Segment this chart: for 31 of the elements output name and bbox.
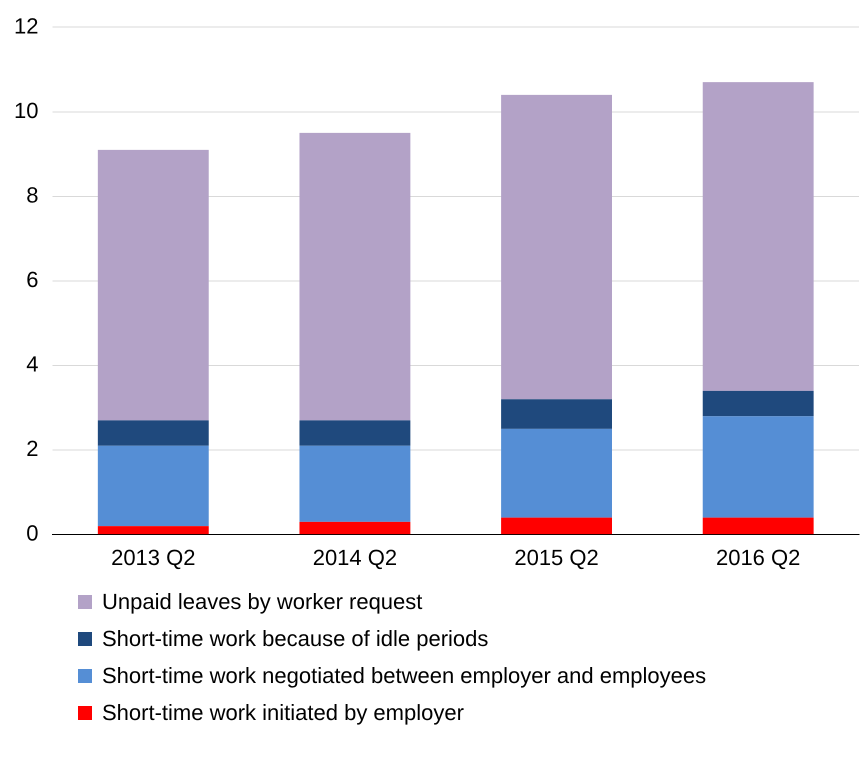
y-tick-label: 6 — [26, 266, 38, 292]
legend-label: Short-time work negotiated between employer and employees — [102, 662, 706, 688]
bar — [702, 518, 814, 534]
legend-label: Short-time work initiated by employer — [102, 700, 464, 726]
y-tick-label: 0 — [26, 520, 38, 546]
y-tick-label: 4 — [26, 352, 38, 377]
bar — [299, 420, 410, 446]
y-tick-label: 8 — [26, 182, 38, 208]
y-tick-label: 10 — [14, 98, 38, 123]
bar — [98, 420, 209, 446]
legend-label: Short-time work because of idle periods — [102, 626, 488, 652]
bar — [702, 390, 814, 416]
y-tick-label: 2 — [26, 436, 38, 462]
bar — [501, 399, 612, 429]
x-tick-label: 2013 Q2 — [111, 544, 196, 570]
bar — [98, 150, 209, 420]
bar — [501, 94, 612, 400]
x-tick-label: 2016 Q2 — [716, 544, 800, 570]
bar — [98, 526, 209, 534]
bar — [98, 446, 209, 526]
bar — [501, 428, 612, 518]
bar — [299, 132, 410, 420]
x-tick-label: 2015 Q2 — [514, 544, 599, 570]
legend-label: Unpaid leaves by worker request — [102, 588, 422, 614]
bar — [702, 82, 814, 391]
x-tick-label: 2014 Q2 — [312, 544, 398, 570]
bar — [299, 522, 410, 534]
bar — [702, 416, 814, 518]
bar — [299, 446, 410, 522]
bar — [501, 518, 612, 534]
y-tick-label: 12 — [14, 13, 38, 38]
